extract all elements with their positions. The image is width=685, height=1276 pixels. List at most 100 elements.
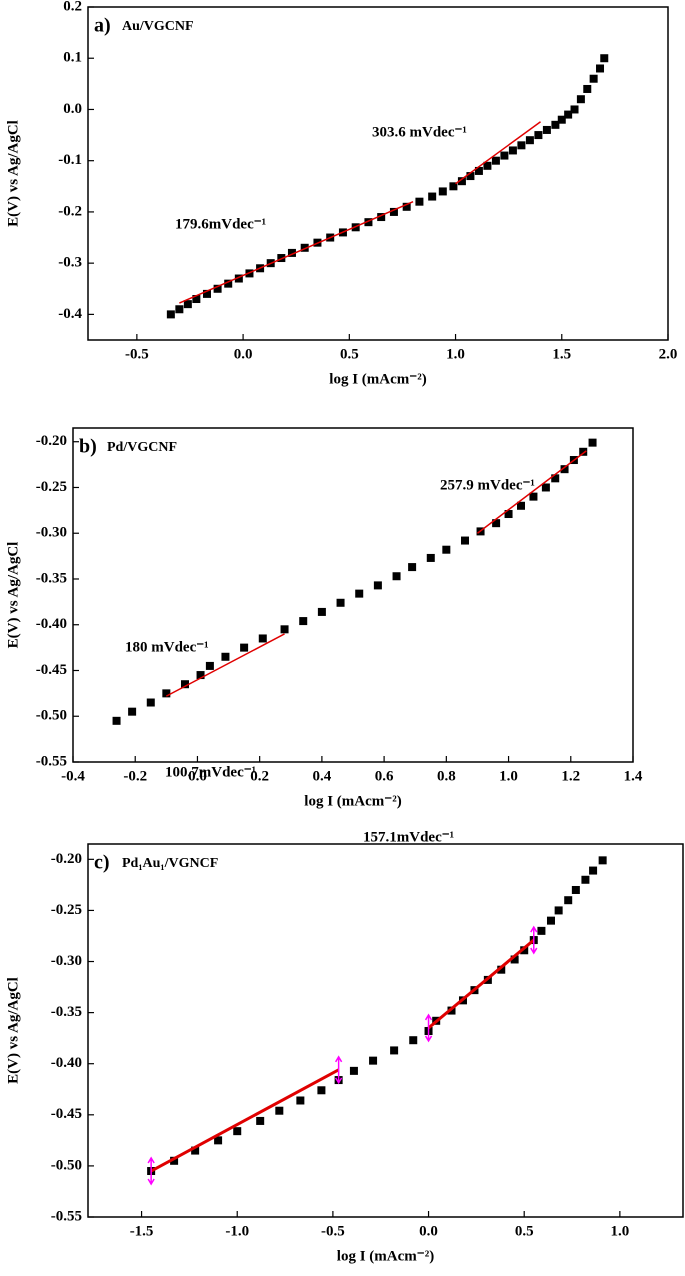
y-tick-label: 0.0 [63,101,82,117]
data-point [287,248,296,257]
data-point [542,125,551,134]
x-tick-label: -0.4 [61,768,85,784]
data-point [234,274,243,283]
data-point [183,300,192,309]
x-tick-label: 1.0 [446,346,465,362]
data-point [373,581,382,590]
data-point [546,916,555,925]
data-point [409,1036,418,1045]
data-point [240,643,249,652]
y-tick-label: -0.35 [36,570,67,586]
data-point [551,120,560,129]
data-point [449,182,458,191]
data-point [581,875,590,884]
y-tick-label: -0.20 [36,433,67,449]
fit-line [427,938,535,1030]
x-tick-label: 0.4 [313,768,332,784]
data-point [564,110,573,119]
fit-line [179,200,414,304]
y-tick-label: -0.3 [58,255,82,271]
fit-cursor [530,925,538,955]
x-tick-label: -1.5 [130,1223,154,1239]
data-point [466,172,475,181]
data-point [175,305,184,314]
panel-label: b) [79,436,97,458]
x-tick-label: 1.0 [610,1223,629,1239]
x-tick-label: 0.8 [437,768,456,784]
data-point [300,243,309,252]
data-point [415,197,424,206]
data-point [557,115,566,124]
data-point [377,213,386,222]
y-tick-label: -0.55 [51,1208,82,1224]
data-point [408,563,417,572]
data-point [355,589,364,598]
data-point [202,289,211,298]
fit-line [165,633,285,697]
x-tick-label: 1.0 [499,768,518,784]
y-tick-label: -0.45 [36,662,67,678]
data-point [504,510,513,519]
data-point [162,689,171,698]
data-point [128,707,137,716]
data-point [392,572,401,581]
data-point [579,447,588,456]
y-tick-label: -0.50 [36,708,67,724]
x-tick-label: 2.0 [659,346,678,362]
data-point [336,598,345,607]
data-point [442,545,451,554]
data-point [317,1086,326,1095]
data-point [517,141,526,150]
y-tick-label: -0.45 [51,1106,82,1122]
data-point [537,926,546,935]
data-point [256,1116,265,1125]
x-tick-label: 0.6 [375,768,394,784]
slope-annotation: 303.6 mVdec⁻¹ [372,124,467,140]
data-point [146,698,155,707]
y-tick-label: -0.50 [51,1157,82,1173]
plot-frame [87,6,669,341]
y-axis-title: E(V) vs Ag/AgCl [5,542,21,649]
data-point [600,54,609,63]
data-point [192,295,201,304]
panel: -0.5 0.0 0.5 1.0 1.5 2.0 0.2 0.1 0.0 -0.1 -0.2 -0.3… [5,0,677,387]
y-tick-label: -0.25 [36,479,67,495]
fit-cursor [424,1013,433,1043]
x-axis-title: log I (mAcm⁻²) [337,1248,434,1264]
data-point [551,474,560,483]
data-point [554,906,563,915]
x-tick-label: 0.5 [515,1223,534,1239]
x-tick-label: 1.4 [624,768,643,784]
data-point [280,625,289,634]
data-point [275,1106,284,1115]
fit-line [476,450,587,534]
data-point [508,146,517,155]
data-point [564,896,573,905]
x-tick-label: 1.2 [561,768,580,784]
slope-annotation: 100.7mVdec⁻¹ [165,764,256,780]
y-tick-label: -0.1 [58,152,82,168]
data-point [428,192,437,201]
data-point [170,1156,179,1165]
data-point [402,202,411,211]
slope-annotation: 179.6mVdec⁻¹ [175,216,266,232]
data-point [214,1136,223,1145]
data-point [166,310,175,319]
panel-label: a) [94,15,111,37]
data-point [483,161,492,170]
x-tick-label: 0.0 [234,346,253,362]
plot-frame [87,843,684,1218]
y-tick-label: 0.1 [63,50,82,66]
data-point [576,95,585,104]
data-point [299,617,308,626]
x-tick-label: -1.0 [225,1223,249,1239]
data-point [588,438,597,447]
data-point [213,284,222,293]
y-tick-label: -0.2 [58,203,82,219]
x-tick-label: 0.2 [250,768,269,784]
x-tick-label: -0.2 [123,768,147,784]
data-point [390,1046,399,1055]
data-point [364,218,373,227]
y-tick-label: -0.4 [58,306,82,322]
